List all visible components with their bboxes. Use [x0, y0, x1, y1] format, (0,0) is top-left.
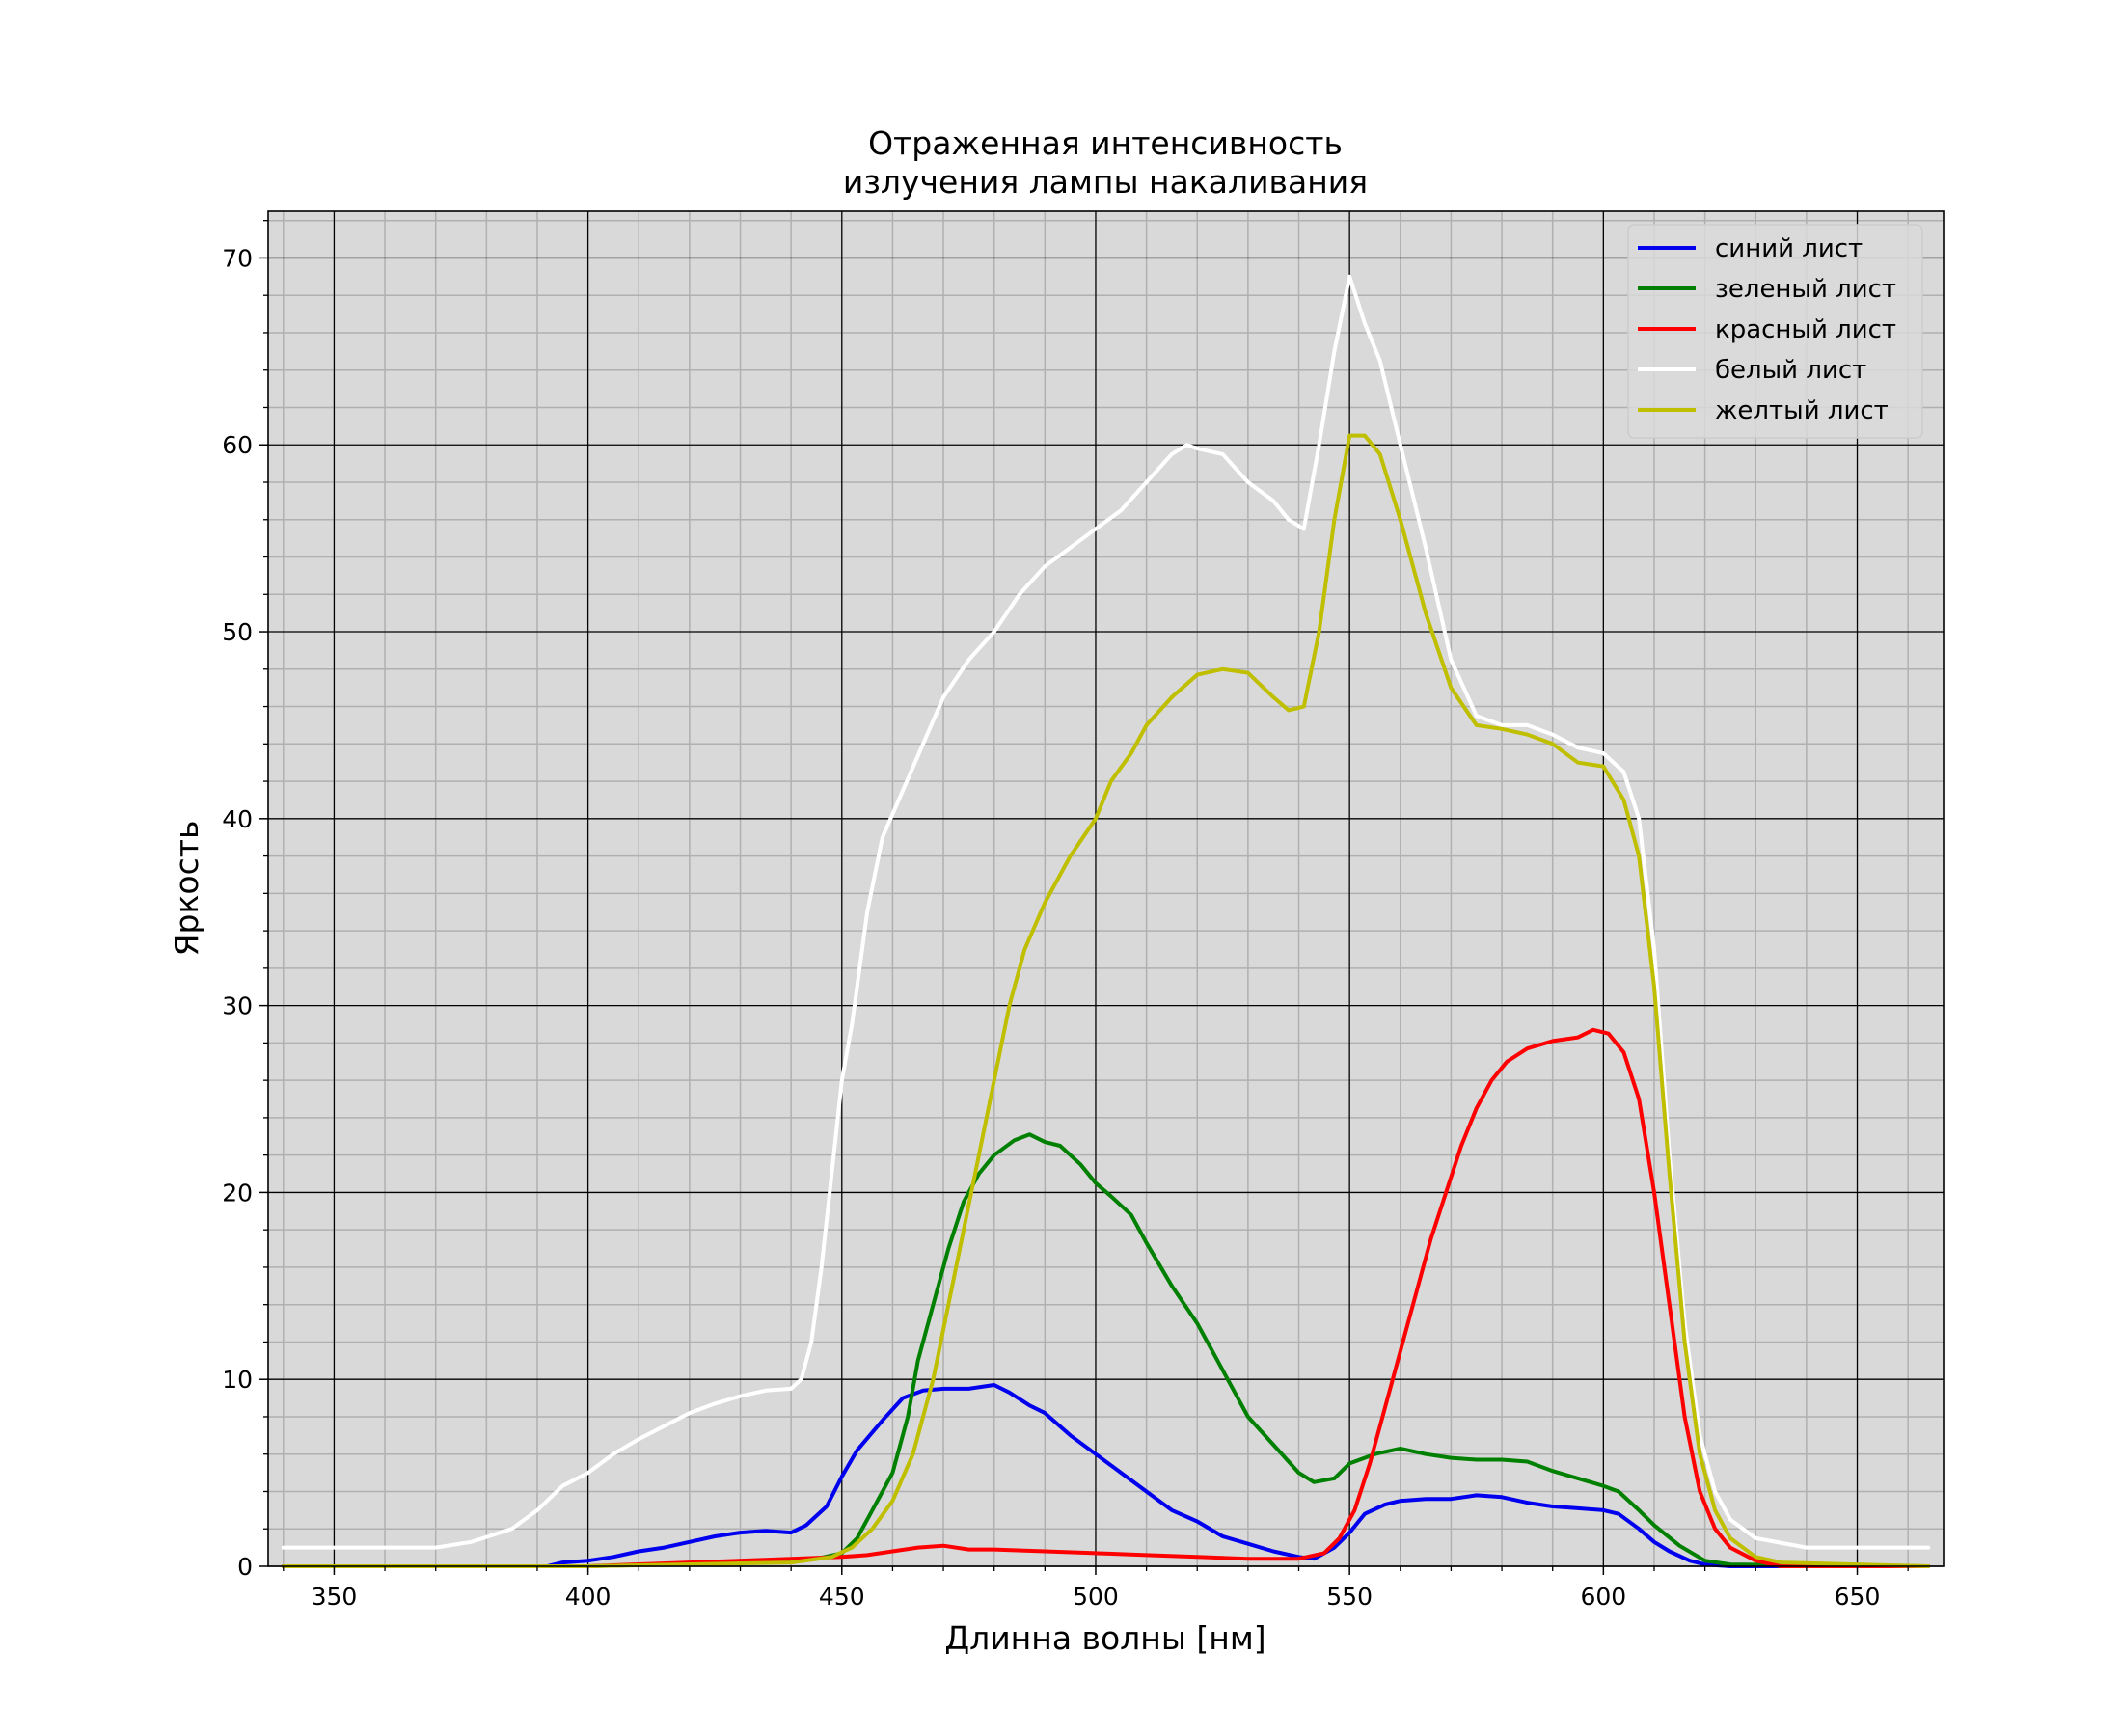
y-axis-label: Яркость [168, 821, 205, 957]
y-tick-label: 40 [222, 805, 253, 833]
legend: синий лист зеленый лист красный лист белый … [1627, 224, 1923, 439]
legend-label-1: зеленый лист [1715, 275, 1896, 304]
x-tick-label: 400 [565, 1583, 612, 1611]
chart-title-line-1: Отраженная интенсивность [868, 124, 1343, 162]
series-line-0 [281, 1383, 1931, 1568]
x-tick-label: 350 [312, 1583, 358, 1611]
y-tick-label: 30 [222, 992, 253, 1020]
x-tick-label: 650 [1835, 1583, 1881, 1611]
axes: 350 400 450 500 550 600 650 0 10 20 30 40 50 60 70 [222, 220, 1909, 1611]
legend-label-4: желтый лист [1715, 396, 1889, 425]
y-tick-label: 60 [222, 431, 253, 459]
y-tick-label: 70 [222, 244, 253, 272]
y-tick-label: 20 [222, 1179, 253, 1207]
y-tick-label: 10 [222, 1366, 253, 1394]
x-tick-label: 450 [819, 1583, 865, 1611]
legend-label-2: красный лист [1715, 315, 1896, 344]
x-tick-label: 550 [1326, 1583, 1373, 1611]
legend-label-0: синий лист [1715, 234, 1863, 263]
series-line-3 [281, 274, 1931, 1550]
y-tick-label: 0 [237, 1553, 253, 1581]
x-tick-label: 500 [1073, 1583, 1119, 1611]
legend-label-3: белый лист [1715, 356, 1866, 385]
chart-title-line-2: излучения лампы накаливания [843, 163, 1368, 201]
x-tick-label: 600 [1580, 1583, 1626, 1611]
series-line-1 [281, 1132, 1931, 1568]
y-tick-label: 50 [222, 618, 253, 646]
x-axis-label: Длинна волны [нм] [944, 1619, 1265, 1657]
legend-box [1627, 224, 1923, 439]
plot-frame [267, 210, 1945, 1567]
series-group [281, 274, 1931, 1568]
series-line-4 [281, 433, 1931, 1568]
series-line-2 [281, 1027, 1931, 1568]
